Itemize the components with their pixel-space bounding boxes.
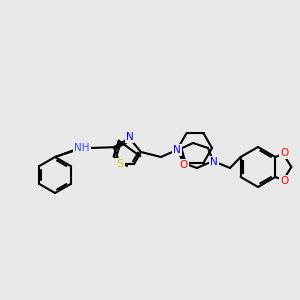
Text: NH: NH bbox=[74, 143, 90, 153]
Text: O: O bbox=[280, 148, 288, 158]
Text: S: S bbox=[116, 159, 124, 169]
Text: N: N bbox=[126, 132, 133, 142]
Text: O: O bbox=[180, 160, 188, 170]
Text: N: N bbox=[210, 157, 218, 167]
Text: O: O bbox=[280, 176, 288, 186]
Text: N: N bbox=[173, 145, 181, 155]
